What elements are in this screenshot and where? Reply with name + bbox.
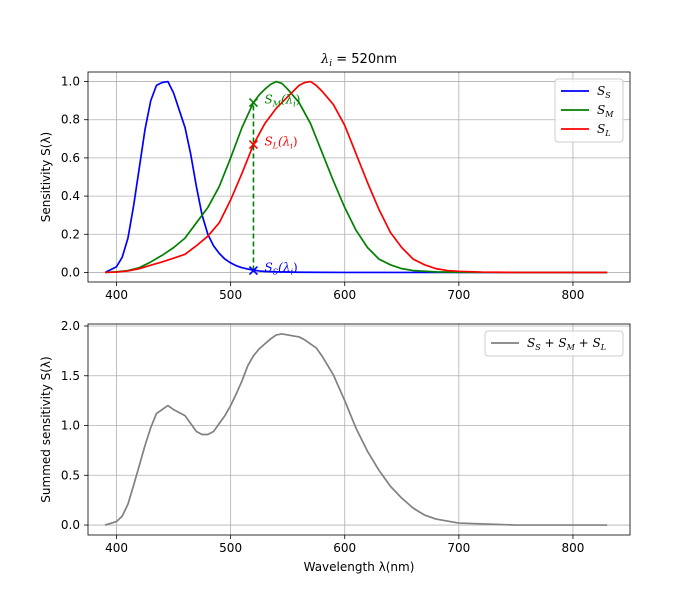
top-axes-frame xyxy=(87,71,631,283)
top-series-line-s-s xyxy=(104,80,608,274)
top-legend-label-1: SM xyxy=(597,103,614,119)
bottom-y-tick-label-1: 0.5 xyxy=(61,468,80,482)
bottom-y-axis-label: Summed sensitivity S(λ) xyxy=(39,356,53,502)
bottom-legend: SS + SM + SL xyxy=(484,330,624,357)
top-chart-title: λi = 520nm xyxy=(320,52,397,69)
top-marker-s-s-i- xyxy=(248,265,259,276)
top-y-tick-label-2: 0.4 xyxy=(61,189,80,203)
top-series-line-s-l xyxy=(105,80,608,274)
bottom-axes-frame xyxy=(87,323,631,536)
bottom-x-tick-label-400: 400 xyxy=(105,541,128,555)
top-series-line-s-m xyxy=(105,80,608,274)
top-plot: 400 500 600 700 800 0.0 0.2 0.4 0.6 0.8 1.0 SS(λi) S… xyxy=(39,52,631,302)
top-y-tick-label-4: 0.8 xyxy=(61,113,80,127)
top-x-tick-label-600: 600 xyxy=(333,288,356,302)
bottom-x-tick-label-700: 700 xyxy=(447,541,470,555)
top-marker-s-l-i- xyxy=(248,139,259,150)
top-x-tick-label-500: 500 xyxy=(219,288,242,302)
bottom-x-tick-label-600: 600 xyxy=(333,541,356,555)
top-legend-label-2: SL xyxy=(597,122,611,138)
bottom-y-tick-label-3: 1.5 xyxy=(61,369,80,383)
top-marker-label-2: SL(λi) xyxy=(264,135,297,151)
bottom-legend-box xyxy=(484,330,624,357)
bottom-series-line-s-s-s-m-s-l xyxy=(104,333,608,526)
top-y-tick-label-3: 0.6 xyxy=(61,151,80,165)
top-y-tick-label-0: 0.0 xyxy=(61,265,80,279)
bottom-x-tick-label-800: 800 xyxy=(561,541,584,555)
top-x-tick-label-800: 800 xyxy=(561,288,584,302)
top-legend-label-0: SS xyxy=(597,84,611,100)
bottom-x-tick-label-500: 500 xyxy=(219,541,242,555)
bottom-plot: 400 500 600 700 800 0.0 0.5 1.0 1.5 2.0 Summed sen… xyxy=(39,319,631,574)
top-y-tick-label-1: 0.2 xyxy=(61,227,80,241)
top-y-axis-label: Sensitivity S(λ) xyxy=(39,132,53,222)
top-marker-s-m-i- xyxy=(248,97,259,108)
bottom-legend-label-0: SS + SM + SL xyxy=(527,336,606,352)
top-x-tick-label-700: 700 xyxy=(447,288,470,302)
top-x-tick-label-400: 400 xyxy=(105,288,128,302)
top-y-tick-label-5: 1.0 xyxy=(61,75,80,89)
bottom-x-axis-label: Wavelength λ(nm) xyxy=(304,560,415,574)
top-marker-label-1: SM(λi) xyxy=(264,93,300,109)
bottom-y-tick-label-4: 2.0 xyxy=(61,319,80,333)
top-marker-label-0: SS(λi) xyxy=(264,261,297,277)
top-legend: SS SM SL xyxy=(554,78,624,143)
bottom-y-tick-label-2: 1.0 xyxy=(61,419,80,433)
bottom-y-tick-label-0: 0.0 xyxy=(61,518,80,532)
